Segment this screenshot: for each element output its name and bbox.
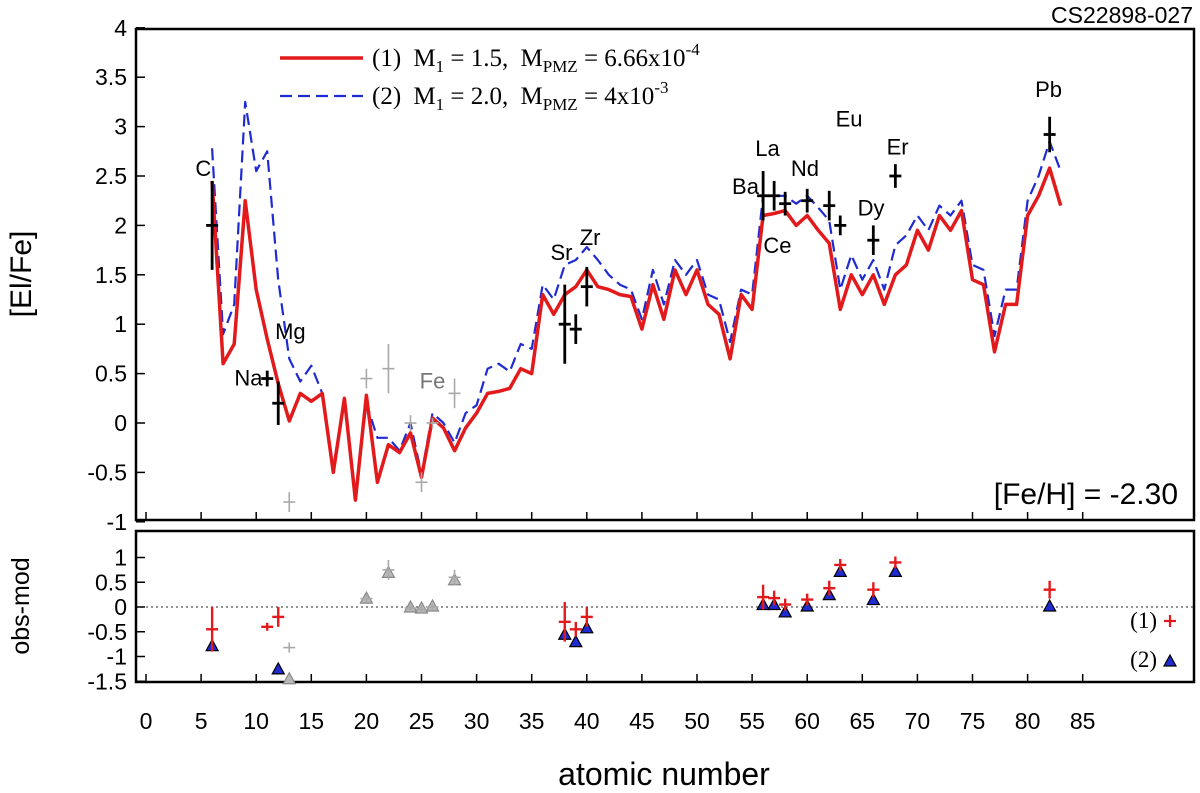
residual-points [205,556,1057,685]
residual-2-point [271,661,286,675]
bottom-y-tick-label: 1 [114,545,127,571]
residual-2-point [282,671,297,685]
residual-2-point [1042,598,1057,612]
x-tick-label: 25 [409,708,435,734]
residual-2-point [866,592,881,606]
residual-2-point [888,564,903,577]
x-axis: 0 5 10 15 20 25 30 35 40 45 50 55 60 65 70 75 80 85 [140,512,1096,734]
legend-label-1: (1) M1 = 1.5, MPMZ = 6.66x10-4 [372,40,700,76]
element-label: Eu [836,107,863,132]
element-label: Mg [275,319,306,344]
model-1-curve [210,166,1063,502]
x-tick-label: 60 [794,708,820,734]
x-tick-label: 40 [574,708,600,734]
top-y-tick-label: 4 [114,15,127,41]
element-label: Fe [420,368,446,393]
top-panel-frame [134,27,1196,522]
x-tick-label: 70 [905,708,931,734]
bottom-legend-marker-2 [1162,653,1178,667]
residual-2-point [778,604,793,618]
x-tick-label: 80 [1015,708,1041,734]
x-tick-label: 85 [1070,708,1096,734]
element-label: La [755,136,780,161]
bottom-y-tick-label: -0.5 [87,619,127,645]
bottom-legend-marker-1 [1164,615,1176,627]
top-y-tick-label: -0.5 [87,459,127,485]
top-legend: (1) M1 = 1.5, MPMZ = 6.66x10-4 (2) M1 = … [280,40,700,114]
residual-2-point [568,634,583,648]
element-label: Er [887,134,909,159]
bottom-legend-label-1: (1) [1130,608,1157,633]
top-y-tick-label: -1 [107,509,127,535]
bottom-y-tick-label: 0 [114,594,127,620]
bottom-y-tick-label: -1 [107,644,127,670]
metallicity-label: [Fe/H] = -2.30 [994,478,1178,511]
top-y-tick-label: 1.5 [95,262,127,288]
x-tick-label: 50 [684,708,710,734]
bottom-legend-label-2: (2) [1130,647,1157,672]
top-y-tick-label: 2.5 [95,163,127,189]
top-y-tick-label: 2 [114,212,127,238]
element-label: Na [234,365,263,390]
x-tick-label: 75 [960,708,986,734]
element-label: Zr [580,225,601,250]
bottom-y-tick-label: 0.5 [95,569,127,595]
element-label: Sr [550,240,572,265]
x-tick-label: 10 [243,708,269,734]
element-label: C [195,156,211,181]
top-y-tick-label: 0 [114,410,127,436]
x-tick-label: 35 [519,708,545,734]
top-y-tick-label: 3 [114,114,127,140]
element-label: Ba [732,174,760,199]
bottom-legend: (1) (2) [1130,608,1178,672]
top-y-tick-label: 1 [114,311,127,337]
top-y-axis: 4 3.5 3 2.5 2 1.5 1 0.5 0 -0.5 -1 [87,15,145,535]
x-tick-label: 65 [850,708,876,734]
top-y-tick-label: 0.5 [95,361,127,387]
x-tick-label: 5 [195,708,208,734]
x-tick-label: 20 [354,708,380,734]
residual-2-point [579,620,594,634]
bottom-panel-frame [134,529,1196,684]
element-label: Pb [1035,77,1062,102]
star-name: CS22898-027 [1051,2,1193,28]
bottom-y-axis: 10.50-0.5-1-1.5 [87,545,145,694]
x-tick-label: 55 [739,708,765,734]
observations [206,116,1056,512]
x-tick-label: 30 [464,708,490,734]
element-label: Ce [763,233,791,258]
x-tick-label: 15 [299,708,325,734]
x-axis-label: atomic number [558,756,770,792]
model-2-curve [211,100,1062,499]
bottom-y-tick-label: -1.5 [87,668,127,694]
model-curves [210,100,1063,502]
bottom-y-axis-label: obs-mod [7,557,35,654]
top-y-tick-label: 3.5 [95,64,127,90]
top-y-axis-label: [El/Fe] [5,231,38,318]
element-label: Nd [791,156,819,181]
element-label: Dy [858,196,885,221]
legend-label-2: (2) M1 = 2.0, MPMZ = 4x10-3 [372,78,668,114]
legend-triangle [1162,653,1178,667]
x-tick-label: 0 [140,708,153,734]
x-tick-label: 45 [629,708,655,734]
element-labels: C Na Mg Fe Sr Zr Ba La Ce Nd Eu Dy Er Pb [195,77,1062,393]
